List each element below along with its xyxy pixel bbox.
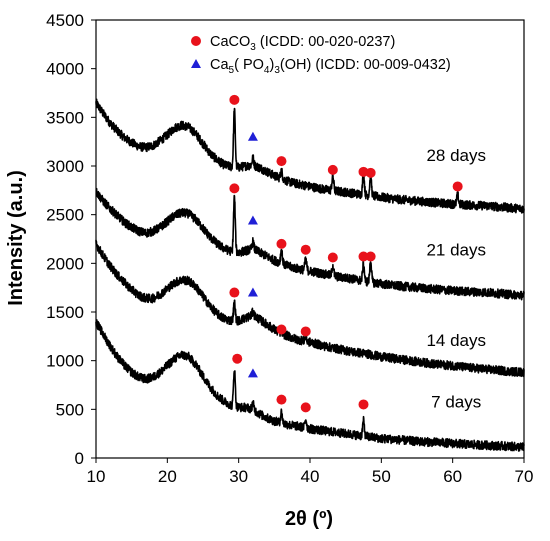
y-tick-label: 1000 [46, 352, 84, 371]
y-tick-label: 2500 [46, 206, 84, 225]
x-tick-label: 50 [372, 467, 391, 486]
x-tick-label: 10 [87, 467, 106, 486]
ticks: 10 20 30 40 50 60 70 0 500 1000 1500 2000 2500 3000 35… [46, 11, 533, 486]
caco3-marker [300, 402, 311, 413]
series-label: 21 days [426, 241, 486, 260]
caco3-marker [365, 251, 376, 262]
y-tick-label: 2000 [46, 254, 84, 273]
x-tick-label: 30 [229, 467, 248, 486]
caco3-marker [452, 181, 463, 192]
hap-marker [247, 215, 258, 225]
hap-marker [247, 287, 258, 297]
series-labels: 28 days 21 days 14 days 7 days [426, 146, 486, 411]
markers [229, 94, 463, 413]
y-tick-label: 4500 [46, 11, 84, 30]
series-label: 28 days [426, 146, 486, 165]
series-line-0 [95, 98, 525, 214]
caco3-marker [300, 244, 311, 255]
y-tick-label: 500 [56, 400, 84, 419]
caco3-marker [276, 394, 287, 405]
caco3-marker [327, 252, 338, 263]
legend: CaCO3 (ICDD: 00-020-0237) Ca5( PO4)3(OH) … [191, 34, 451, 76]
x-tick-label: 40 [301, 467, 320, 486]
legend-hap-label: Ca5( PO4)3(OH) (ICDD: 00-009-0432) [210, 57, 451, 76]
series-line-3 [95, 319, 525, 452]
caco3-marker [358, 251, 369, 262]
x-axis-title: 2θ (º) [285, 508, 333, 530]
legend-caco3-label: CaCO3 (ICDD: 00-020-0237) [210, 34, 395, 53]
caco3-marker [229, 287, 240, 298]
x-tick-label: 70 [515, 467, 534, 486]
hap-marker [247, 368, 258, 378]
hap-marker [247, 131, 258, 141]
caco3-marker [276, 324, 287, 335]
caco3-marker [276, 238, 287, 249]
series-label: 7 days [431, 392, 481, 411]
caco3-marker [229, 183, 240, 194]
series-label: 14 days [426, 331, 486, 350]
caco3-marker [276, 156, 287, 167]
x-tick-label: 20 [158, 467, 177, 486]
caco3-marker [300, 326, 311, 337]
y-axis-title: Intensity (a.u.) [5, 170, 27, 306]
caco3-marker [358, 399, 369, 410]
y-tick-label: 4000 [46, 60, 84, 79]
y-tick-label: 3500 [46, 108, 84, 127]
legend-caco3-marker [191, 36, 201, 46]
caco3-marker [229, 94, 240, 105]
y-tick-label: 1500 [46, 303, 84, 322]
series-line-1 [95, 187, 525, 301]
legend-hap-marker [191, 59, 201, 68]
caco3-marker [232, 353, 243, 364]
series-line-2 [95, 239, 525, 378]
y-tick-label: 3000 [46, 157, 84, 176]
x-tick-label: 60 [443, 467, 462, 486]
caco3-marker [365, 167, 376, 178]
caco3-marker [327, 164, 338, 175]
y-tick-label: 0 [75, 449, 84, 468]
plot-series [95, 98, 525, 452]
